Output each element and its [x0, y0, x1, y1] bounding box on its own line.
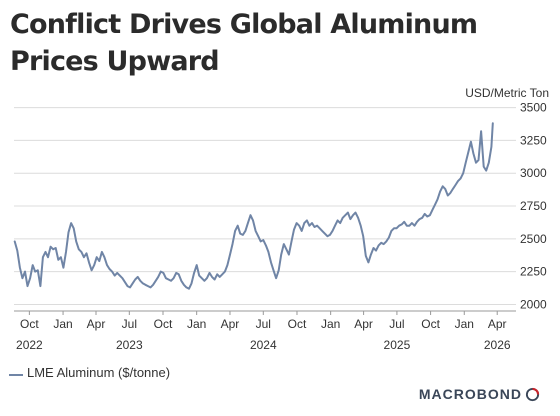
x-tick-label: Jul: [389, 317, 404, 331]
y-tick-label: 2250: [520, 265, 547, 279]
x-year-label: 2025: [384, 338, 411, 352]
legend-line-swatch: [9, 374, 23, 376]
y-tick-label: 3250: [520, 133, 547, 147]
series-line-lme-aluminum: [13, 122, 494, 290]
x-tick-label: Apr: [354, 317, 373, 331]
y-tick-label: 2750: [520, 199, 547, 213]
x-tick-label: Oct: [421, 317, 440, 331]
x-tick-label: Oct: [288, 317, 307, 331]
brand-name: MACROBOND: [418, 386, 522, 402]
macrobond-logo: MACROBOND: [419, 384, 540, 404]
legend-label: LME Aluminum ($/tonne): [27, 365, 171, 380]
x-tick-label: Jan: [321, 317, 340, 331]
x-tick-label: Apr: [87, 317, 106, 331]
x-year-label: 2026: [484, 338, 511, 352]
x-year-label: 2023: [116, 338, 143, 352]
x-axis: Oct 2022 Jan Apr Jul 2023 Oct Jan Apr Jul 2024 Oct J…: [14, 310, 516, 352]
y-tick-label: 2000: [520, 297, 547, 311]
x-tick-label: Apr: [488, 317, 507, 331]
y-tick-label: 3500: [520, 101, 547, 115]
chart-title: Conflict Drives Global Aluminum Prices U…: [10, 9, 478, 77]
x-tick-label: Jul: [256, 317, 271, 331]
x-tick-label: Jan: [53, 317, 72, 331]
x-year-label: 2022: [16, 338, 43, 352]
y-axis: 2000 2250 2500 2750 3000 3250 3500: [520, 101, 547, 312]
x-tick-label: Oct: [20, 317, 39, 331]
x-year-label: 2024: [250, 338, 277, 352]
x-tick-label: Oct: [154, 317, 173, 331]
y-tick-label: 2500: [520, 232, 547, 246]
y-axis-unit-label: USD/Metric Ton: [465, 86, 549, 100]
macrobond-logo-icon: [525, 387, 540, 401]
y-tick-label: 3000: [520, 166, 547, 180]
x-tick-label: Jan: [187, 317, 206, 331]
grid-lines: [14, 107, 516, 305]
x-tick-label: Jan: [455, 317, 474, 331]
x-tick-label: Apr: [221, 317, 240, 331]
x-tick-label: Jul: [122, 317, 137, 331]
